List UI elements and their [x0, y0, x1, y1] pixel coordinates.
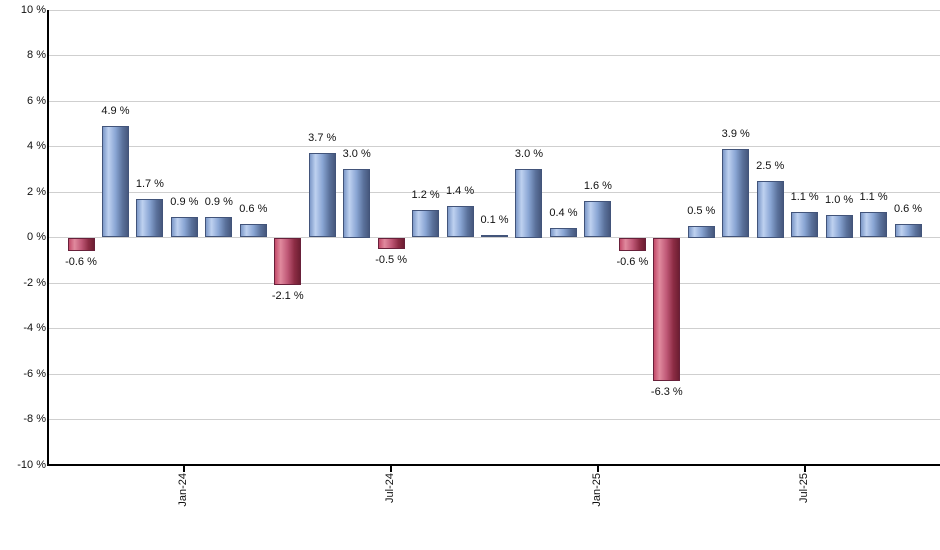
x-axis-label: Jul-25 — [797, 473, 810, 503]
y-axis-line — [47, 10, 49, 466]
bar-negative — [274, 237, 302, 286]
bar-value-label: 1.1 % — [859, 191, 888, 204]
gridline — [49, 237, 940, 238]
bar-positive — [446, 205, 474, 238]
x-axis-tick — [596, 466, 599, 472]
y-axis-label: -4 % — [23, 322, 46, 334]
bar-negative — [377, 237, 405, 249]
bar-value-label: -0.6 % — [65, 256, 97, 269]
bar-value-label: 1.2 % — [411, 189, 440, 202]
bar-value-label: 1.6 % — [583, 180, 612, 193]
bar-positive — [791, 212, 819, 238]
x-axis-label: Jan-25 — [590, 473, 603, 507]
bar-positive — [894, 223, 922, 238]
gridline — [49, 55, 940, 56]
bar-positive — [205, 217, 233, 238]
y-axis-label: 0 % — [27, 231, 46, 243]
bar-negative — [67, 237, 95, 252]
bar-positive — [549, 228, 577, 238]
bar-positive — [756, 180, 784, 238]
bar-value-label: -0.6 % — [616, 256, 649, 269]
y-axis-label: 4 % — [27, 140, 46, 152]
bar-value-label: 0.6 % — [893, 202, 923, 215]
x-axis-label: Jan-24 — [177, 473, 190, 507]
gridline — [49, 328, 940, 329]
bar-value-label: 3.0 % — [342, 148, 371, 161]
bar-negative — [618, 237, 646, 252]
bar-value-label: 1.7 % — [135, 177, 164, 190]
gridline — [49, 9, 940, 11]
x-axis-tick — [803, 466, 806, 472]
bar-value-label: 0.9 % — [170, 196, 199, 209]
gridline — [49, 419, 940, 420]
y-axis-label: -10 % — [17, 458, 46, 471]
x-axis-tick — [183, 466, 186, 472]
bar-value-label: 0.9 % — [204, 196, 233, 209]
bar-value-label: 1.4 % — [445, 184, 475, 197]
bar-positive — [136, 198, 164, 238]
bar-positive — [584, 201, 612, 238]
x-axis-tick — [390, 466, 393, 472]
bar-value-label: 1.1 % — [790, 191, 819, 204]
bar-value-label: -2.1 % — [271, 290, 304, 303]
bar-positive — [343, 169, 371, 238]
bar-value-label: 2.5 % — [756, 159, 785, 172]
bar-value-label: 0.4 % — [549, 207, 578, 220]
y-axis-label: 6 % — [27, 94, 46, 107]
bar-value-label: 3.0 % — [514, 148, 544, 161]
bar-value-label: 0.1 % — [480, 214, 509, 227]
bar-value-label: 0.6 % — [239, 202, 268, 215]
y-axis-label: 8 % — [27, 49, 46, 61]
bar-positive — [687, 226, 715, 238]
bar-positive — [239, 223, 267, 238]
bar-positive — [722, 148, 750, 238]
gridline — [49, 146, 940, 147]
bar-value-label: 3.9 % — [721, 127, 750, 140]
bar-value-label: 3.7 % — [308, 132, 337, 145]
x-axis-label: Jul-24 — [384, 473, 397, 503]
gridline — [49, 373, 940, 375]
y-axis-label: -6 % — [23, 367, 46, 380]
y-axis-label: -2 % — [23, 276, 46, 289]
bar-positive — [170, 217, 198, 238]
bar-positive — [101, 126, 129, 238]
bar-value-label: 4.9 % — [101, 105, 130, 118]
bar-positive — [860, 212, 888, 238]
bar-value-label: 0.5 % — [687, 205, 716, 218]
gridline — [49, 191, 940, 193]
bar-positive — [481, 235, 509, 238]
bar-negative — [653, 237, 681, 381]
bar-value-label: 1.0 % — [825, 193, 854, 206]
y-axis-label: 10 % — [20, 3, 46, 16]
y-axis-label: 2 % — [27, 185, 46, 198]
y-axis-label: -8 % — [23, 413, 46, 425]
bar-value-label: -0.5 % — [375, 253, 408, 266]
x-axis-line — [47, 464, 940, 466]
gridline — [49, 100, 940, 102]
bar-positive — [308, 153, 336, 238]
bar-value-label: -6.3 % — [650, 385, 683, 398]
bar-positive — [412, 210, 440, 238]
gridline — [49, 282, 940, 284]
bar-positive — [825, 214, 853, 238]
bar-positive — [515, 169, 543, 238]
